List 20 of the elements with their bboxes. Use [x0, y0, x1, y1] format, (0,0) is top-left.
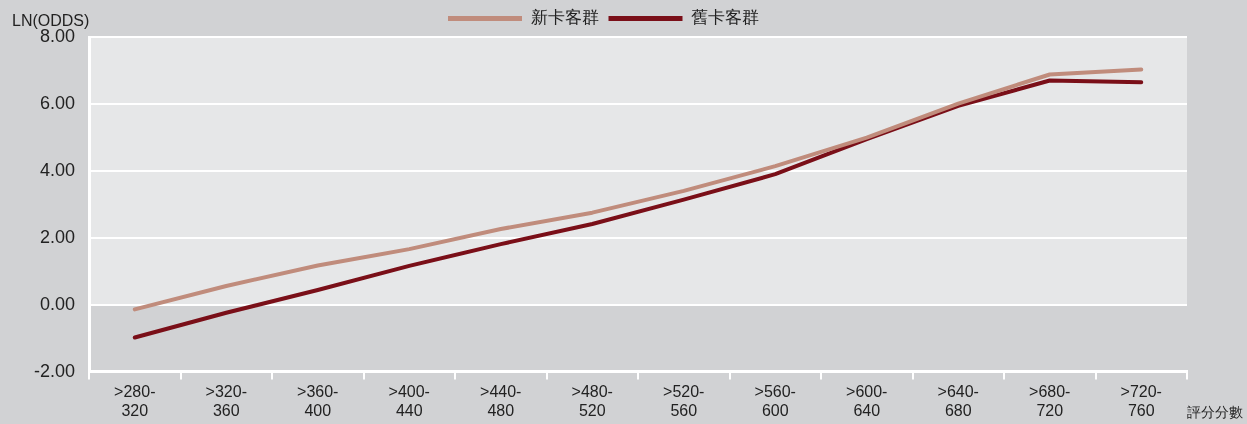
x-tick-label: >640-680	[937, 382, 979, 419]
x-tick-label: >280-320	[114, 382, 156, 419]
x-tick-label: >560-600	[754, 382, 796, 419]
x-tick-label: >440-480	[480, 382, 522, 419]
y-tick-label: 6.00	[39, 92, 76, 113]
x-tick-label: >320-360	[205, 382, 247, 419]
y-tick-label: 4.00	[39, 159, 76, 180]
y-tick-label: 2.00	[39, 226, 76, 247]
x-tick-label: >680-720	[1029, 382, 1071, 419]
x-tick-label: >480-520	[571, 382, 613, 419]
y-tick-label: -2.00	[34, 360, 76, 381]
x-tick-label: >600-640	[846, 382, 888, 419]
x-tick-label: >720-760	[1120, 382, 1162, 419]
x-tick-label: >360-400	[297, 382, 339, 419]
x-axis-title: 評分分數	[1187, 404, 1243, 422]
x-tick-label: >520-560	[663, 382, 705, 419]
legend-label: 舊卡客群	[691, 8, 759, 28]
y-tick-label: 0.00	[39, 293, 76, 314]
legend-label: 新卡客群	[530, 8, 599, 28]
x-tick-label: >400-440	[388, 382, 430, 419]
